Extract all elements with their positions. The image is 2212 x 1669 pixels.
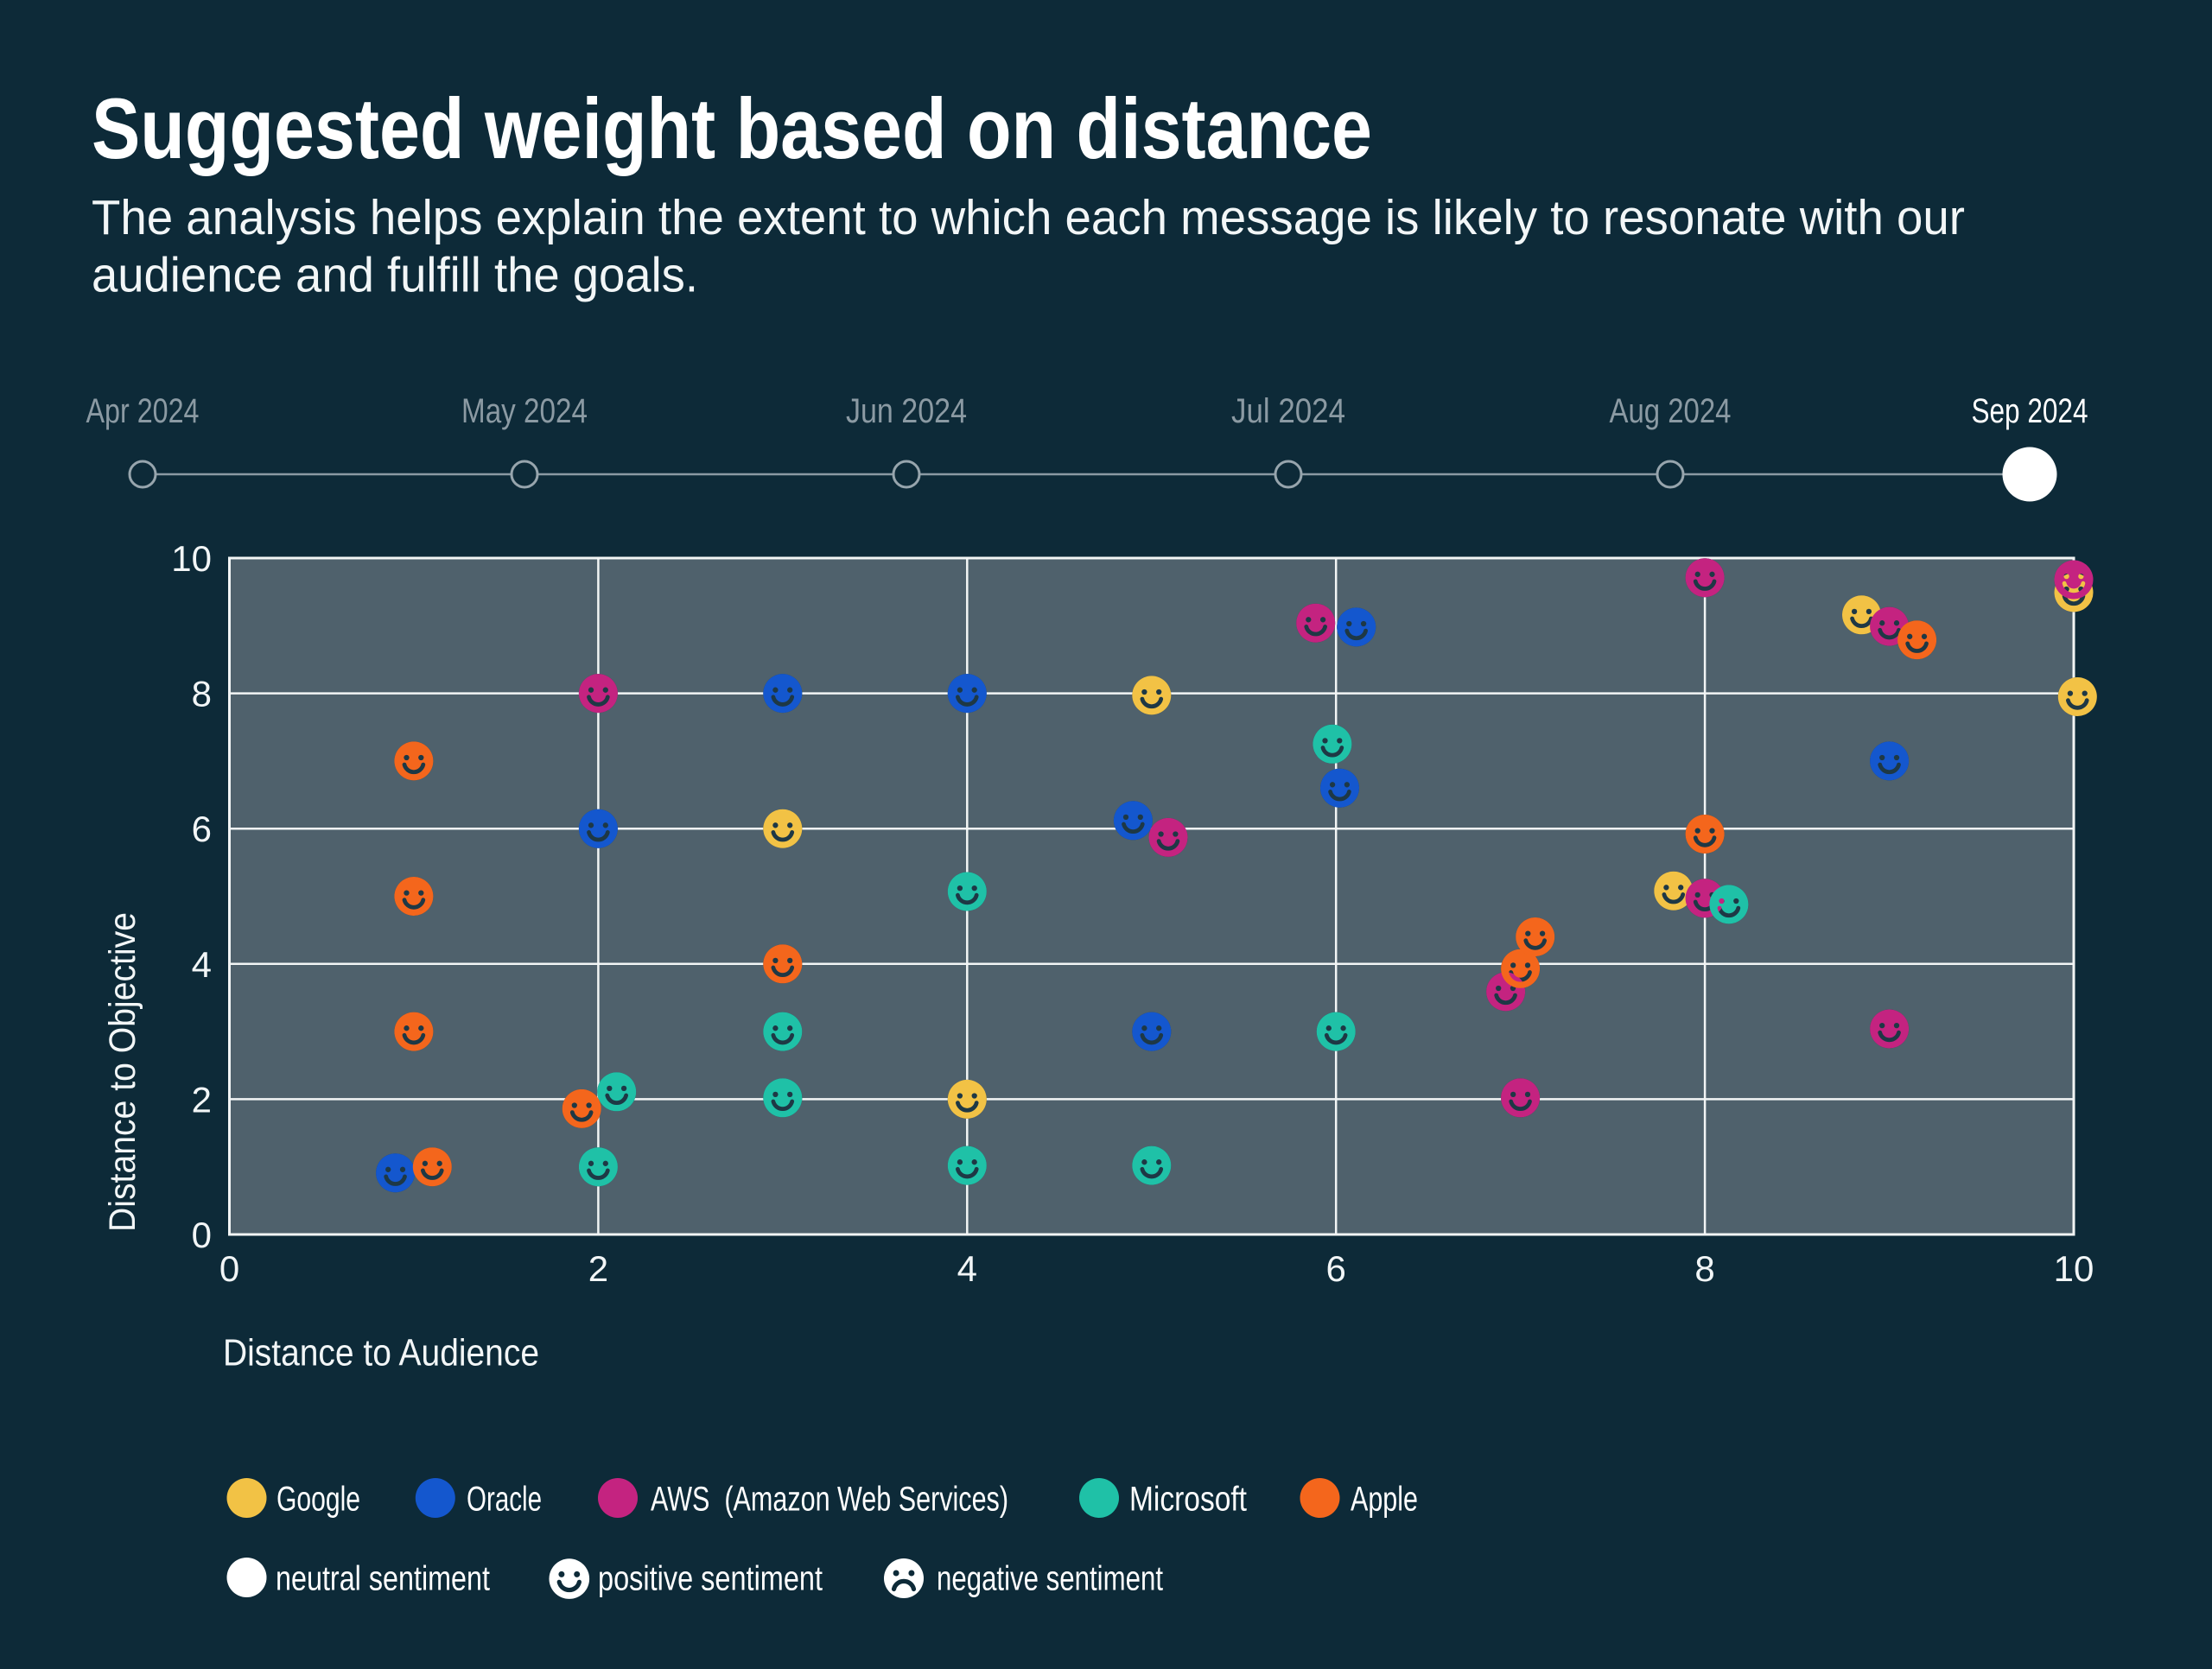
svg-text:Microsoft: Microsoft [1129,1481,1247,1519]
svg-text:4: 4 [192,944,212,985]
svg-text:audience and fulfill the goals: audience and fulfill the goals. [92,248,698,303]
svg-text:8: 8 [1694,1248,1714,1289]
svg-text:10: 10 [171,538,212,579]
svg-text:Apple: Apple [1351,1481,1418,1519]
svg-text:Aug 2024: Aug 2024 [1610,392,1732,430]
svg-text:The analysis helps explain the: The analysis helps explain the extent to… [92,190,1965,245]
svg-text:Sep 2024: Sep 2024 [1972,392,2088,430]
svg-text:Distance to Objective: Distance to Objective [102,912,143,1232]
svg-text:positive sentiment: positive sentiment [598,1560,823,1598]
svg-text:2: 2 [588,1248,608,1289]
svg-text:May 2024: May 2024 [461,392,588,430]
svg-text:6: 6 [1326,1248,1346,1289]
svg-text:4: 4 [957,1248,977,1289]
svg-text:10: 10 [2054,1248,2094,1289]
svg-text:Jul 2024: Jul 2024 [1231,392,1345,430]
svg-text:8: 8 [192,674,212,714]
svg-text:2: 2 [192,1079,212,1120]
svg-text:negative sentiment: negative sentiment [937,1560,1163,1598]
svg-text:Suggested weight based on dist: Suggested weight based on distance [92,80,1372,176]
svg-text:Distance to Audience: Distance to Audience [223,1332,539,1374]
svg-text:Jun 2024: Jun 2024 [846,392,967,430]
svg-text:0: 0 [192,1215,212,1255]
svg-text:neutral sentiment: neutral sentiment [276,1560,490,1598]
svg-text:0: 0 [219,1248,239,1289]
svg-text:Oracle: Oracle [467,1481,542,1519]
svg-text:AWS (Amazon Web Services): AWS (Amazon Web Services) [651,1481,1008,1519]
svg-text:Apr 2024: Apr 2024 [86,392,200,430]
svg-text:6: 6 [192,809,212,849]
svg-text:Google: Google [276,1481,360,1519]
